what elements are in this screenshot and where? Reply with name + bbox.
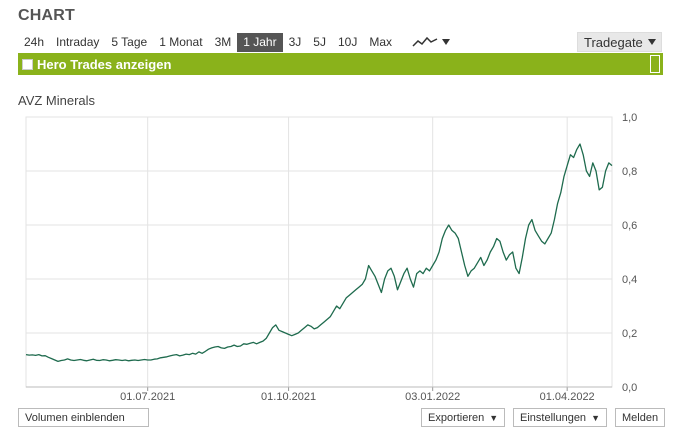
range-button-3j[interactable]: 3J [288,35,302,49]
caret-down-icon: ▼ [591,412,600,423]
instrument-name: AVZ Minerals [18,93,96,108]
hero-bar-handle[interactable] [650,55,660,73]
x-tick-label: 01.07.2021 [120,391,175,403]
hero-trades-label: Hero Trades anzeigen [37,56,172,72]
chart-type-button[interactable] [408,33,454,52]
y-tick-label: 1,0 [622,112,637,124]
page-title: CHART [18,7,75,24]
y-tick-label: 0,8 [622,166,637,178]
settings-label: Einstellungen [520,411,587,424]
chevron-down-icon [442,39,450,45]
exchange-selected: Tradegate [584,34,643,50]
caret-down-icon: ▼ [489,412,499,423]
range-button-3m[interactable]: 3M [214,35,232,49]
exchange-select[interactable]: Tradegate [577,32,662,52]
range-button-10j[interactable]: 10J [337,35,358,49]
chevron-down-icon [648,39,656,45]
y-tick-label: 0,4 [622,274,637,286]
range-button-intraday[interactable]: Intraday [56,35,100,49]
range-selector: 24h Intraday 5 Tage 1 Monat 3M 1 Jahr 3J 5J 10J M… [18,32,454,52]
line-chart-icon [412,36,438,47]
range-button-max[interactable]: Max [369,35,392,49]
range-button-24h[interactable]: 24h [24,35,45,49]
volume-toggle-label: Volumen einblenden [25,411,125,424]
report-button[interactable]: Melden [615,408,666,427]
y-tick-label: 0,2 [622,328,637,340]
settings-button[interactable]: Einstellungen ▼ [513,408,607,427]
hero-trades-checkbox[interactable] [22,58,33,70]
x-tick-label: 01.04.2022 [540,391,595,403]
plot-frame [25,116,613,388]
price-series-line [25,143,613,363]
export-label: Exportieren [428,411,485,424]
range-button-1-jahr[interactable]: 1 Jahr [237,32,283,52]
x-tick-label: 03.01.2022 [405,391,460,403]
export-button[interactable]: Exportieren ▼ [421,408,506,427]
range-button-5-tage[interactable]: 5 Tage [111,35,148,49]
y-tick-label: 0,6 [622,220,637,232]
volume-toggle-button[interactable]: Volumen einblenden [18,408,149,427]
hero-trades-bar[interactable]: Hero Trades anzeigen [18,53,663,75]
y-tick-label: 0,0 [622,382,637,394]
x-tick-label: 01.10.2021 [261,391,316,403]
range-button-5j[interactable]: 5J [313,35,326,49]
report-label: Melden [622,411,659,424]
range-button-1-monat[interactable]: 1 Monat [159,35,203,49]
